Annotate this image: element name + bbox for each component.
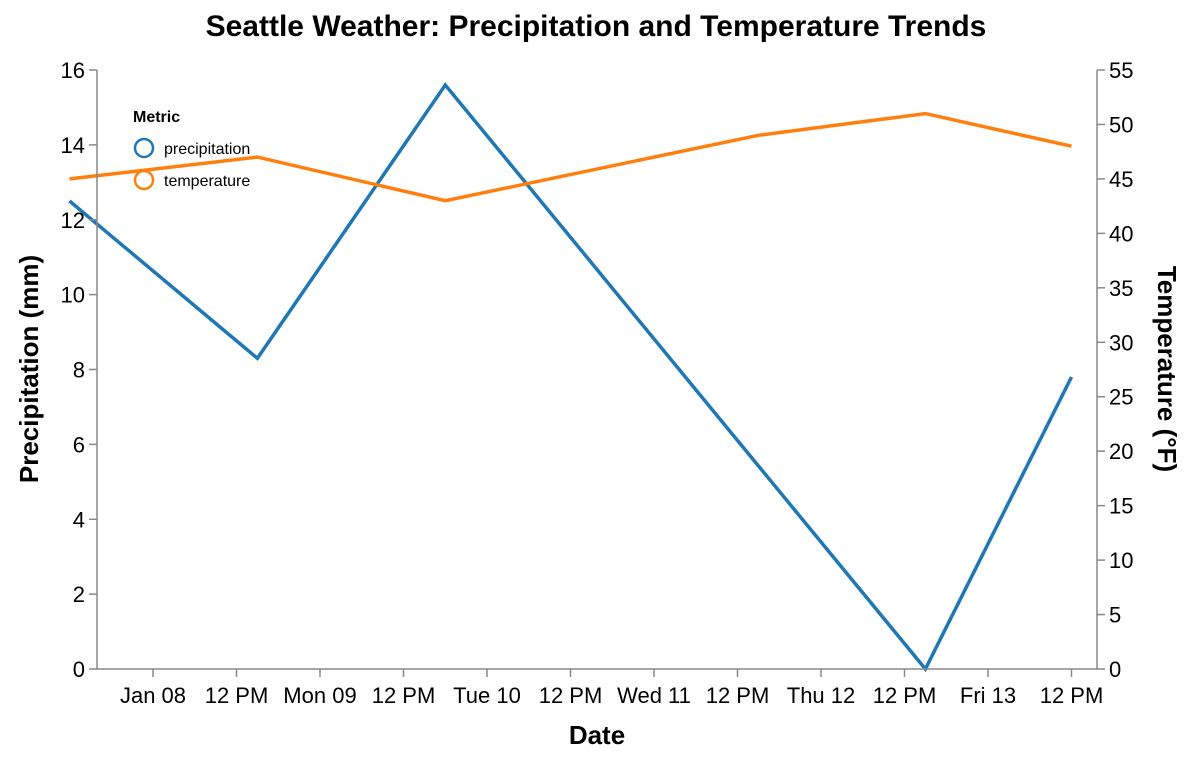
x-tick-label: 12 PM <box>539 683 603 708</box>
y-axis-left-title: Precipitation (mm) <box>14 255 44 483</box>
x-tick-label: 12 PM <box>205 683 269 708</box>
y-left-tick-label: 8 <box>73 358 85 383</box>
y-left-tick-label: 12 <box>61 208 85 233</box>
x-tick-label: Thu 12 <box>787 683 856 708</box>
y-right-tick-label: 10 <box>1109 548 1133 573</box>
x-tick-label: 12 PM <box>873 683 937 708</box>
y-axis-right-ticks: 0 5 10 15 20 25 30 35 40 45 50 55 <box>1097 58 1133 682</box>
y-right-tick-label: 30 <box>1109 330 1133 355</box>
x-tick-label: 12 PM <box>372 683 436 708</box>
x-tick-label: Jan 08 <box>120 683 186 708</box>
legend-symbol-temperature <box>135 171 153 189</box>
y-right-tick-label: 20 <box>1109 439 1133 464</box>
y-left-tick-label: 0 <box>73 657 85 682</box>
y-left-tick-label: 4 <box>73 507 85 532</box>
legend-title: Metric <box>133 109 180 126</box>
y-right-tick-label: 50 <box>1109 112 1133 137</box>
y-axis-right-title: Temperature (°F) <box>1152 266 1182 472</box>
legend: Metric precipitation temperature <box>133 109 250 190</box>
y-right-tick-label: 25 <box>1109 385 1133 410</box>
x-tick-label: 12 PM <box>1040 683 1104 708</box>
legend-symbol-precipitation <box>135 139 153 157</box>
y-right-tick-label: 45 <box>1109 167 1133 192</box>
y-left-tick-label: 2 <box>73 582 85 607</box>
y-left-tick-label: 16 <box>61 58 85 83</box>
x-tick-label: Mon 09 <box>283 683 356 708</box>
legend-label-temperature: temperature <box>164 173 250 190</box>
y-right-tick-label: 0 <box>1109 657 1121 682</box>
legend-label-precipitation: precipitation <box>164 141 250 158</box>
x-tick-label: 12 PM <box>706 683 770 708</box>
x-tick-label: Tue 10 <box>453 683 521 708</box>
chart-title: Seattle Weather: Precipitation and Tempe… <box>206 10 987 43</box>
y-left-tick-label: 10 <box>61 283 85 308</box>
y-right-tick-label: 55 <box>1109 58 1133 83</box>
y-axis-left-ticks: 0 2 4 6 8 10 12 14 16 <box>61 58 97 682</box>
y-left-tick-label: 14 <box>61 133 85 158</box>
x-tick-label: Fri 13 <box>960 683 1016 708</box>
y-right-tick-label: 15 <box>1109 494 1133 519</box>
y-right-tick-label: 5 <box>1109 603 1121 628</box>
y-right-tick-label: 40 <box>1109 221 1133 246</box>
x-axis-ticks: Jan 08 12 PM Mon 09 12 PM Tue 10 12 PM Wed 11 1… <box>120 669 1103 708</box>
x-axis-title: Date <box>569 720 625 750</box>
x-tick-label: Wed 11 <box>617 683 691 708</box>
y-right-tick-label: 35 <box>1109 276 1133 301</box>
y-left-tick-label: 6 <box>73 432 85 457</box>
